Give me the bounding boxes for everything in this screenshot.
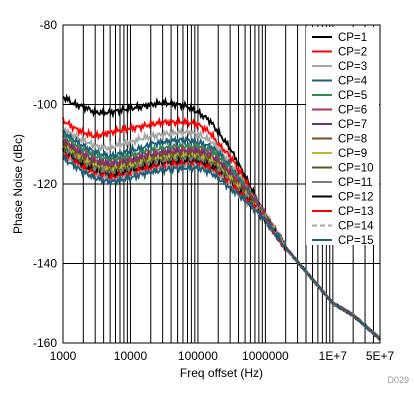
x-tick-label: 10000 [114, 349, 148, 363]
legend-entry-label: CP=5 [338, 90, 367, 102]
legend-entry-label: CP=13 [338, 206, 373, 218]
legend-entry-label: CP=2 [338, 47, 367, 59]
y-tick-labels: -80 -100 -120 -140 -160 [33, 18, 57, 350]
y-tick-label: -80 [40, 18, 58, 32]
legend-entry-label: CP=15 [338, 235, 373, 247]
x-axis-label: Freq offset (Hz) [180, 366, 263, 380]
y-axis-label: Phase Noise (dBc) [11, 134, 25, 234]
legend-entry-label: CP=3 [338, 61, 367, 73]
legend-entry-label: CP=6 [338, 105, 367, 117]
x-tick-label: 1000000 [242, 349, 289, 363]
legend-entry-label: CP=12 [338, 192, 373, 204]
legend-entry-label: CP=8 [338, 134, 367, 146]
legend-entry-label: CP=10 [338, 163, 373, 175]
legend-entry-label: CP=4 [338, 76, 368, 88]
y-tick-label: -100 [33, 98, 57, 112]
legend-background [306, 27, 379, 245]
x-tick-label: 5E+7 [366, 349, 395, 363]
legend-entry-label: CP=1 [338, 32, 367, 44]
legend-entry-label: CP=7 [338, 119, 367, 131]
x-tick-label: 1E+7 [319, 349, 348, 363]
figure-id: D029 [387, 375, 409, 385]
x-tick-label: 100000 [178, 349, 218, 363]
legend: CP=1 CP=2 CP=3 CP=4 CP=5 CP=6 CP=7 CP=8 CP=9 CP=1… [306, 27, 379, 247]
y-tick-label: -140 [33, 257, 57, 271]
plot-frame [62, 24, 381, 344]
series-lines [62, 93, 381, 341]
x-tick-label: 1000 [50, 349, 77, 363]
series-line-cp-15 [62, 152, 381, 340]
legend-entry-label: CP=11 [338, 177, 373, 189]
x-tick-labels: 1000 10000 100000 1000000 1E+7 5E+7 [50, 349, 395, 363]
y-tick-label: -120 [33, 177, 57, 191]
legend-entry-label: CP=14 [338, 221, 374, 233]
y-tick-label: -160 [33, 336, 57, 350]
legend-entry-label: CP=9 [338, 148, 367, 160]
